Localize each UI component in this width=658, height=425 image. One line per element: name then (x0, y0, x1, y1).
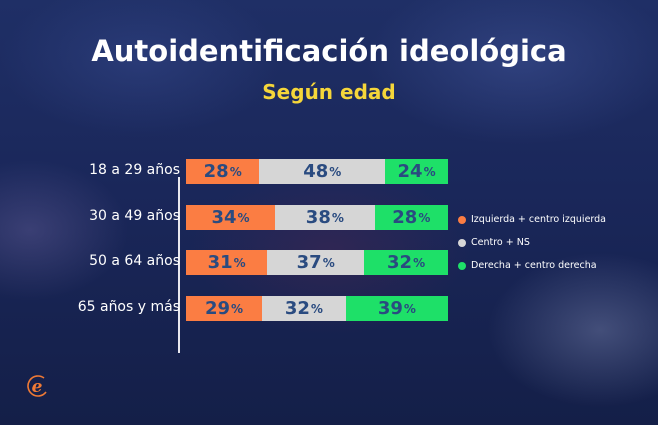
segment-value: 39 (377, 298, 403, 319)
legend-label: Derecha + centro derecha (471, 260, 597, 271)
row-label: 18 a 29 años (89, 162, 180, 178)
percent-sign: % (403, 301, 416, 316)
bar-segment-center: 48% (259, 159, 386, 184)
segment-value: 38 (305, 207, 331, 228)
segment-value: 32 (284, 298, 310, 319)
legend-label: Centro + NS (471, 237, 530, 248)
bar-segment-center: 32% (261, 296, 346, 321)
legend-item-right: Derecha + centro derecha (458, 254, 606, 277)
row-label: 50 a 64 años (89, 253, 180, 269)
svg-text:e: e (32, 377, 43, 397)
stacked-bar: 28% 48% 24% (186, 159, 448, 184)
percent-sign: % (423, 164, 436, 179)
legend: Izquierda + centro izquierda Centro + NS… (458, 208, 606, 277)
segment-value: 28 (392, 207, 418, 228)
segment-value: 28 (203, 161, 229, 182)
percent-sign: % (331, 210, 344, 225)
segment-value: 29 (204, 298, 230, 319)
chart-title: Autoidentificación ideológica (91, 34, 567, 68)
percent-sign: % (233, 255, 246, 270)
legend-item-center: Centro + NS (458, 231, 606, 254)
segment-value: 48 (303, 161, 329, 182)
category-axis-line (178, 177, 180, 353)
percent-sign: % (231, 301, 244, 316)
bar-segment-left: 29% (186, 296, 262, 321)
stacked-bar: 29% 32% 39% (186, 296, 448, 321)
segment-value: 34 (211, 207, 237, 228)
percent-sign: % (310, 301, 323, 316)
bar-segment-left: 28% (186, 159, 260, 184)
stacked-bar: 34% 38% 28% (186, 205, 448, 230)
segment-value: 31 (207, 252, 233, 273)
legend-dot-icon (458, 261, 466, 270)
segment-value: 32 (387, 252, 413, 273)
brand-logo-icon: e (24, 373, 50, 399)
row-label: 30 a 49 años (89, 208, 180, 224)
percent-sign: % (418, 210, 431, 225)
percent-sign: % (413, 255, 426, 270)
legend-dot-icon (458, 215, 466, 224)
percent-sign: % (229, 164, 242, 179)
segment-value: 37 (296, 252, 322, 273)
percent-sign: % (329, 164, 342, 179)
row-label: 65 años y más (77, 299, 180, 315)
percent-sign: % (237, 210, 250, 225)
percent-sign: % (322, 255, 335, 270)
bar-segment-right: 28% (374, 205, 448, 230)
bar-segment-center: 37% (267, 250, 365, 275)
bar-segment-right: 32% (364, 250, 448, 275)
legend-item-left: Izquierda + centro izquierda (458, 208, 606, 231)
segment-value: 24 (397, 161, 423, 182)
bar-segment-right: 39% (345, 296, 448, 321)
legend-dot-icon (458, 238, 466, 247)
bar-segment-left: 34% (186, 205, 276, 230)
stacked-bar: 31% 37% 32% (186, 250, 448, 275)
bar-segment-center: 38% (275, 205, 375, 230)
chart-subtitle: Según edad (262, 80, 396, 104)
bar-segment-right: 24% (385, 159, 448, 184)
bar-segment-left: 31% (186, 250, 268, 275)
legend-label: Izquierda + centro izquierda (471, 214, 607, 225)
